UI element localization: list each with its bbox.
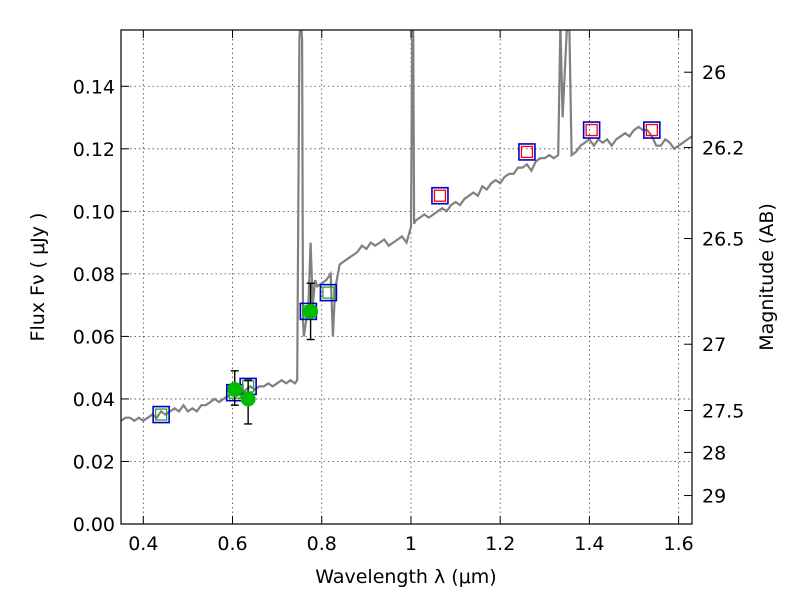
model-square xyxy=(582,121,601,139)
axis-ticks: 0.4 0.6 0.8 1 1.2 1.4 1.6 0.00 0.02 0.04 0.06 0.08 0… xyxy=(73,30,744,555)
y-tick-label: 0.08 xyxy=(73,264,115,286)
spectrum-line xyxy=(121,30,692,423)
model-square xyxy=(152,405,170,424)
model-square-inner xyxy=(645,123,659,137)
model-square-inner xyxy=(154,408,168,421)
y-axis-label-right: Magnitude (AB) xyxy=(756,203,778,351)
model-square-inner xyxy=(520,145,534,159)
observed-point xyxy=(303,303,319,319)
x-tick-label: 1.2 xyxy=(485,533,515,555)
model-square xyxy=(431,186,449,205)
right-tick-label: 27.5 xyxy=(702,401,744,423)
plot-background xyxy=(121,30,692,524)
right-tick-label: 27 xyxy=(702,334,726,356)
x-tick-label: 0.8 xyxy=(307,533,337,555)
observed-point xyxy=(227,382,243,398)
right-tick-label: 28 xyxy=(702,442,726,464)
model-square xyxy=(518,143,536,161)
model-square xyxy=(643,121,661,139)
plot-frame xyxy=(120,29,693,525)
model-square-inner xyxy=(433,189,447,202)
right-tick-label: 26.5 xyxy=(702,229,744,251)
right-tick-label: 26.2 xyxy=(702,138,744,160)
y-tick-label: 0.00 xyxy=(73,514,115,536)
x-tick-label: 1 xyxy=(405,533,417,555)
photometry-points xyxy=(152,121,661,425)
x-tick-label: 0.4 xyxy=(128,533,158,555)
x-tick-label: 0.6 xyxy=(217,533,247,555)
x-tick-label: 1.6 xyxy=(664,533,694,555)
y-tick-label: 0.10 xyxy=(73,201,115,223)
model-square xyxy=(319,283,338,302)
y-tick-label: 0.04 xyxy=(73,389,115,411)
model-square-inner xyxy=(322,286,335,299)
observed-point xyxy=(240,391,256,407)
right-tick-label: 26 xyxy=(702,62,726,84)
spectrum-series xyxy=(121,30,692,423)
y-tick-label: 0.12 xyxy=(73,139,115,161)
right-tick-label: 29 xyxy=(702,486,726,508)
x-tick-label: 1.4 xyxy=(574,533,604,555)
y-tick-label: 0.02 xyxy=(73,451,115,473)
y-axis-label: Flux Fν ( μJy ) xyxy=(27,213,49,342)
x-axis-label: Wavelength λ (μm) xyxy=(315,566,496,588)
model-square-inner xyxy=(585,123,598,137)
y-tick-label: 0.06 xyxy=(73,326,115,348)
y-tick-label: 0.14 xyxy=(73,76,115,98)
